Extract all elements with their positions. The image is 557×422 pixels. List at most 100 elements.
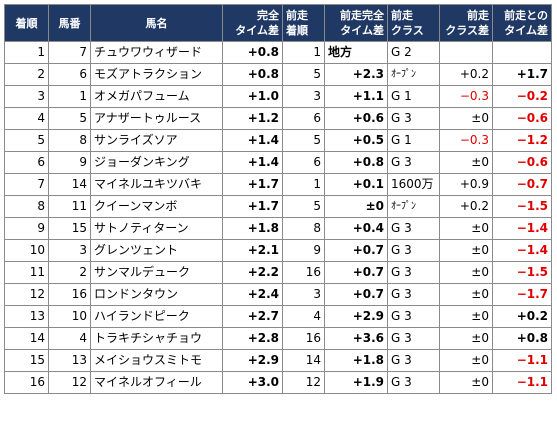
cell-rank: 11 xyxy=(4,261,49,284)
cell-prev-diff: +2.3 xyxy=(324,63,388,86)
cell-name: チュウワウィザード xyxy=(90,41,223,64)
cell-prev-rank: 1 xyxy=(282,41,325,64)
cell-change: +0.8 xyxy=(492,327,552,350)
header-name: 馬名 xyxy=(90,4,223,42)
cell-name: サトノティターン xyxy=(90,217,223,240)
cell-change: −0.2 xyxy=(492,85,552,108)
cell-prev-diff: +0.7 xyxy=(324,283,388,306)
cell-change: −1.4 xyxy=(492,239,552,262)
cell-prev-rank: 14 xyxy=(282,349,325,372)
cell-name: オメガパフューム xyxy=(90,85,223,108)
cell-class-diff: ±0 xyxy=(439,261,493,284)
cell-prev-diff: +2.9 xyxy=(324,305,388,328)
table-row: 6 9 ジョーダンキング +1.4 6 +0.8 G 3 ±0 −0.6 xyxy=(4,151,552,174)
cell-class: G 3 xyxy=(387,239,440,262)
cell-diff: +2.9 xyxy=(222,349,283,372)
cell-class-diff: +0.2 xyxy=(439,195,493,218)
cell-num: 3 xyxy=(48,239,91,262)
cell-prev-rank: 6 xyxy=(282,151,325,174)
cell-name: アナザートゥルース xyxy=(90,107,223,130)
cell-num: 15 xyxy=(48,217,91,240)
cell-prev-rank: 4 xyxy=(282,305,325,328)
cell-change: −0.7 xyxy=(492,173,552,196)
cell-class-diff: ±0 xyxy=(439,151,493,174)
cell-rank: 10 xyxy=(4,239,49,262)
table-row: 2 6 モズアトラクション +0.8 5 +2.3 ｵｰﾌﾟﾝ +0.2 +1.7 xyxy=(4,63,552,86)
table-row: 15 13 メイショウスミトモ +2.9 14 +1.8 G 3 ±0 −1.1 xyxy=(4,349,552,372)
cell-name: クイーンマンボ xyxy=(90,195,223,218)
cell-num: 11 xyxy=(48,195,91,218)
cell-prev-rank: 16 xyxy=(282,261,325,284)
cell-prev-diff: +0.7 xyxy=(324,239,388,262)
cell-class-diff: +0.9 xyxy=(439,173,493,196)
table-row: 1 7 チュウワウィザード +0.8 1 地方 G 2 xyxy=(4,41,552,64)
cell-diff: +2.1 xyxy=(222,239,283,262)
cell-rank: 3 xyxy=(4,85,49,108)
cell-name: ジョーダンキング xyxy=(90,151,223,174)
cell-rank: 8 xyxy=(4,195,49,218)
cell-num: 7 xyxy=(48,41,91,64)
cell-diff: +1.0 xyxy=(222,85,283,108)
race-result-table: 着順 馬番 馬名 完全 タイム差 前走 着順 前走完全 タイム差 前走 クラス 前走 クラ… xyxy=(4,4,552,394)
cell-num: 16 xyxy=(48,283,91,306)
table-row: 13 10 ハイランドピーク +2.7 4 +2.9 G 3 ±0 +0.2 xyxy=(4,305,552,328)
cell-name: ロンドンタウン xyxy=(90,283,223,306)
cell-name: マイネルオフィール xyxy=(90,371,223,394)
cell-rank: 16 xyxy=(4,371,49,394)
cell-class-diff: ±0 xyxy=(439,305,493,328)
table-row: 10 3 グレンツェント +2.1 9 +0.7 G 3 ±0 −1.4 xyxy=(4,239,552,262)
cell-rank: 15 xyxy=(4,349,49,372)
cell-diff: +2.8 xyxy=(222,327,283,350)
cell-prev-rank: 12 xyxy=(282,371,325,394)
cell-prev-diff: +0.7 xyxy=(324,261,388,284)
cell-class-diff: −0.3 xyxy=(439,129,493,152)
cell-rank: 4 xyxy=(4,107,49,130)
cell-prev-diff: +0.6 xyxy=(324,107,388,130)
header-prev-diff: 前走完全 タイム差 xyxy=(324,4,388,42)
cell-num: 13 xyxy=(48,349,91,372)
cell-prev-diff: +0.4 xyxy=(324,217,388,240)
cell-rank: 6 xyxy=(4,151,49,174)
cell-change: −0.6 xyxy=(492,151,552,174)
cell-prev-diff: +3.6 xyxy=(324,327,388,350)
cell-class: G 3 xyxy=(387,327,440,350)
cell-num: 10 xyxy=(48,305,91,328)
header-diff: 完全 タイム差 xyxy=(222,4,283,42)
table-row: 9 15 サトノティターン +1.8 8 +0.4 G 3 ±0 −1.4 xyxy=(4,217,552,240)
cell-change xyxy=(492,41,552,64)
cell-num: 4 xyxy=(48,327,91,350)
table-row: 12 16 ロンドンタウン +2.4 3 +0.7 G 3 ±0 −1.7 xyxy=(4,283,552,306)
cell-class-diff: ±0 xyxy=(439,217,493,240)
cell-diff: +2.2 xyxy=(222,261,283,284)
cell-rank: 1 xyxy=(4,41,49,64)
cell-prev-rank: 5 xyxy=(282,63,325,86)
cell-rank: 14 xyxy=(4,327,49,350)
cell-class-diff: ±0 xyxy=(439,371,493,394)
cell-diff: +1.7 xyxy=(222,195,283,218)
cell-rank: 13 xyxy=(4,305,49,328)
cell-name: サンマルデューク xyxy=(90,261,223,284)
cell-rank: 12 xyxy=(4,283,49,306)
table-row: 4 5 アナザートゥルース +1.2 6 +0.6 G 3 ±0 −0.6 xyxy=(4,107,552,130)
cell-change: −1.5 xyxy=(492,195,552,218)
cell-prev-rank: 5 xyxy=(282,129,325,152)
cell-prev-rank: 3 xyxy=(282,283,325,306)
header-change: 前走との タイム差 xyxy=(492,4,552,42)
cell-num: 6 xyxy=(48,63,91,86)
cell-class-diff: −0.3 xyxy=(439,85,493,108)
cell-class: G 2 xyxy=(387,41,440,64)
cell-change: +0.2 xyxy=(492,305,552,328)
cell-name: トラキチシャチョウ xyxy=(90,327,223,350)
cell-prev-rank: 16 xyxy=(282,327,325,350)
cell-diff: +3.0 xyxy=(222,371,283,394)
cell-rank: 2 xyxy=(4,63,49,86)
cell-class: G 3 xyxy=(387,305,440,328)
cell-num: 14 xyxy=(48,173,91,196)
cell-class: ｵｰﾌﾟﾝ xyxy=(387,63,440,86)
cell-prev-diff: +1.1 xyxy=(324,85,388,108)
cell-change: −1.5 xyxy=(492,261,552,284)
cell-num: 9 xyxy=(48,151,91,174)
cell-prev-rank: 6 xyxy=(282,107,325,130)
cell-prev-diff: +0.8 xyxy=(324,151,388,174)
cell-prev-diff: +1.8 xyxy=(324,349,388,372)
